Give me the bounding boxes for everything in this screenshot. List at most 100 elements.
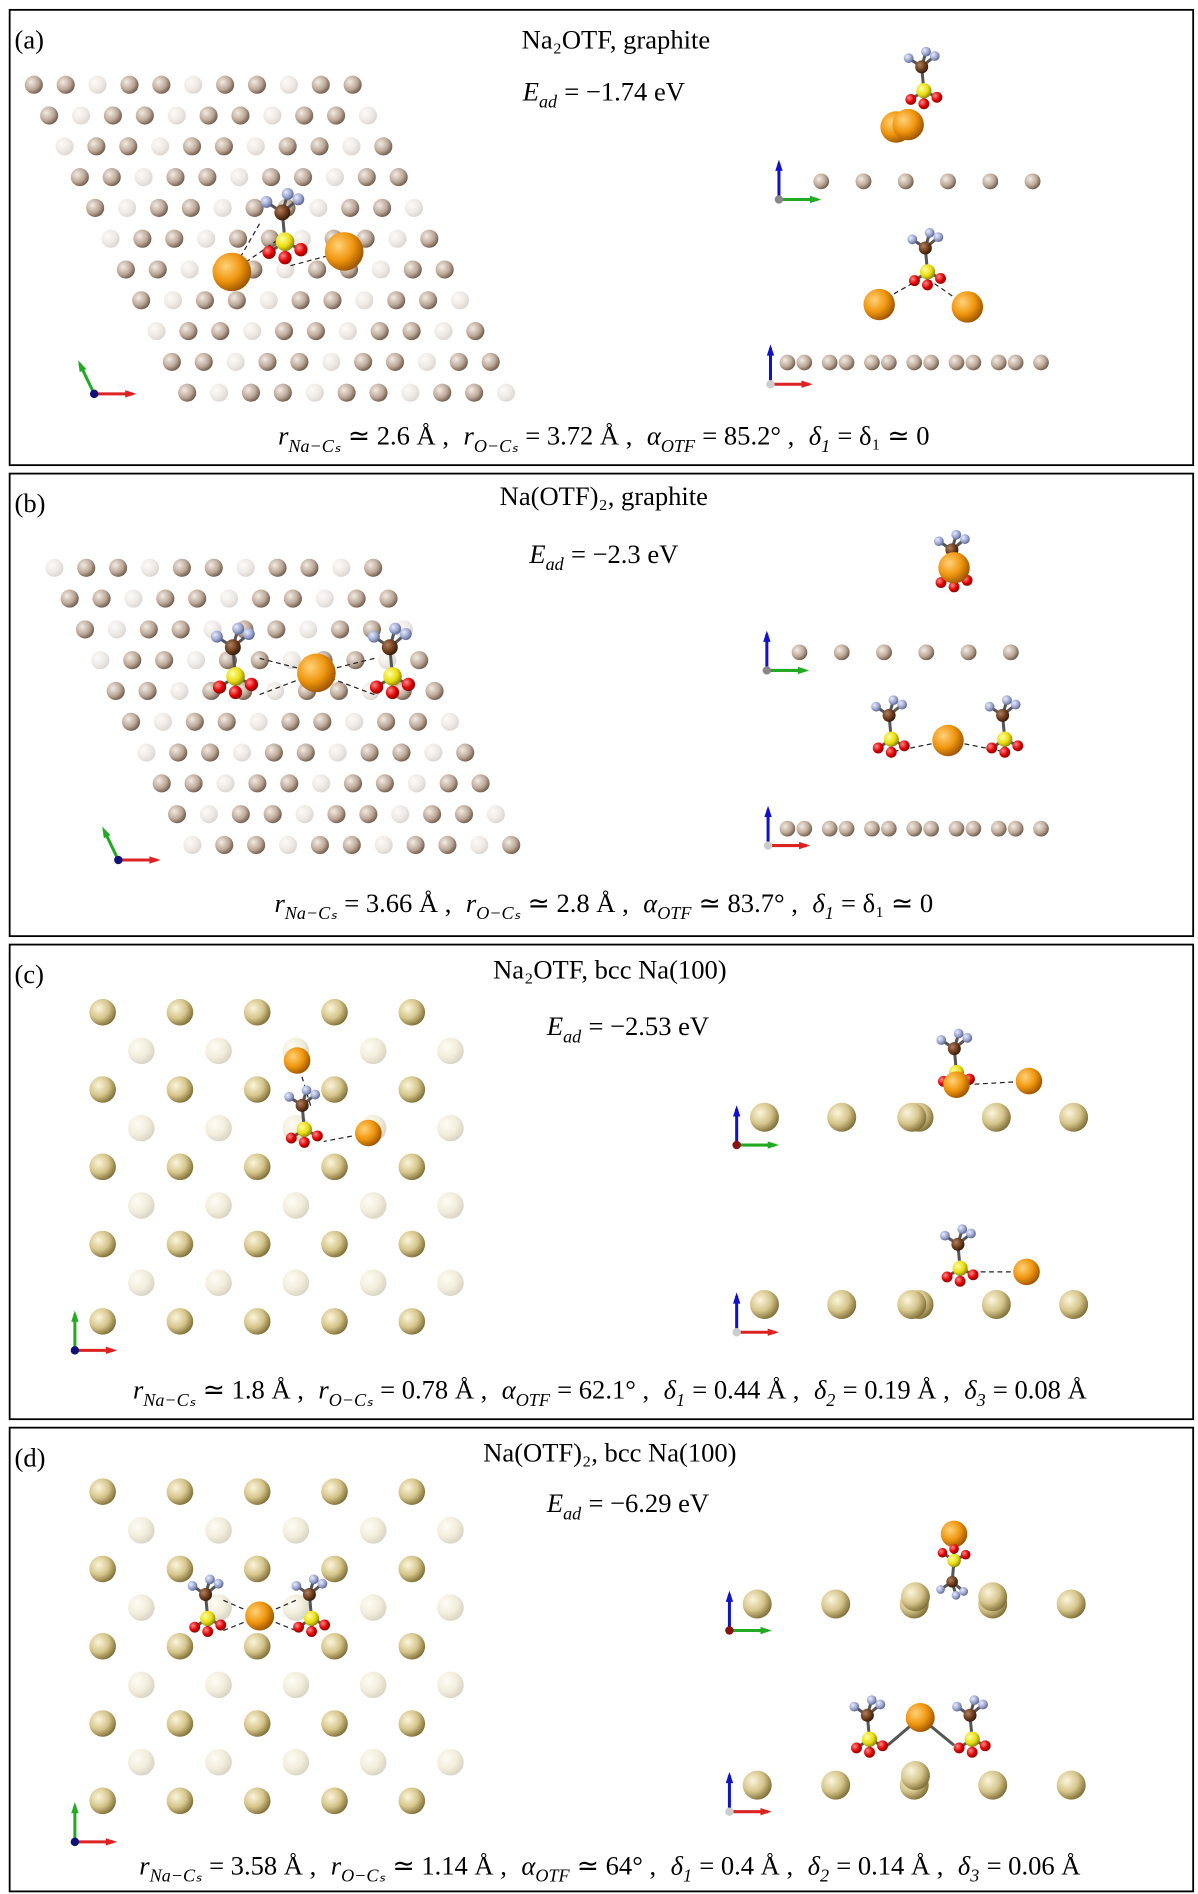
atom: [297, 654, 336, 693]
energy-value: = −2.3 eV: [571, 539, 678, 569]
atom: [244, 1556, 271, 1583]
atom: [383, 667, 402, 686]
atom: [260, 196, 272, 208]
atom: [399, 1633, 426, 1660]
atom: [409, 713, 427, 731]
atom: [214, 1579, 224, 1589]
atom: [205, 559, 223, 577]
atom: [399, 999, 426, 1026]
param-symbol: δ: [808, 1850, 821, 1880]
atom: [183, 836, 201, 854]
atom: [951, 530, 961, 540]
atom: [268, 559, 286, 577]
atom: [925, 228, 935, 238]
param-value: = 3.58 Å ,: [209, 1850, 316, 1880]
atom: [1003, 644, 1019, 660]
param-subscript: O−Cₛ: [474, 436, 518, 456]
atom: [197, 230, 215, 248]
atom: [77, 559, 95, 577]
atom: [437, 1269, 464, 1296]
atom: [382, 639, 398, 655]
atom: [309, 199, 327, 217]
atom: [243, 322, 261, 340]
atom: [949, 1544, 959, 1554]
atom: [921, 47, 931, 57]
atom: [283, 1517, 310, 1544]
atom: [918, 98, 929, 109]
atom: [109, 559, 127, 577]
atom: [309, 1574, 319, 1584]
atom: [72, 106, 90, 124]
param-subscript: Na−Cₛ: [142, 1390, 195, 1410]
atom: [316, 590, 334, 608]
atom: [955, 1276, 966, 1287]
atom: [128, 1672, 155, 1699]
atom: [167, 1788, 194, 1815]
param-value: = 0.19 Å ,: [843, 1375, 950, 1405]
param-symbol: r: [274, 888, 285, 918]
atom: [949, 821, 965, 837]
atom: [321, 1556, 348, 1583]
atom: [821, 1589, 850, 1618]
atom: [410, 651, 428, 669]
atom: [986, 743, 997, 754]
param-value: ≃ 1.8 Å ,: [203, 1375, 304, 1405]
atom: [389, 623, 401, 635]
atom: [45, 559, 63, 577]
atom: [440, 774, 458, 792]
atom: [392, 744, 410, 762]
arrow-head: [760, 1808, 771, 1815]
atom: [205, 1672, 232, 1699]
atom: [215, 836, 233, 854]
atom: [205, 1038, 232, 1065]
param-value: ≃ 64° ,: [577, 1850, 656, 1880]
atom: [327, 805, 345, 823]
atom: [321, 1710, 348, 1737]
atom: [86, 199, 104, 217]
atom: [300, 559, 318, 577]
energy-value: = −1.74 eV: [564, 76, 685, 106]
atom: [423, 805, 441, 823]
atom: [1059, 1103, 1088, 1132]
param-subscript: 1: [825, 903, 834, 923]
atom: [952, 1702, 962, 1712]
param-symbol: δ: [814, 1375, 827, 1405]
energy-symbol: E: [546, 1011, 563, 1041]
atom: [89, 76, 107, 94]
param-subscript: OTF: [516, 1390, 551, 1410]
panel-label: (c): [14, 959, 43, 989]
atom: [906, 355, 922, 371]
atom: [899, 740, 910, 751]
figure: (a)Na₂OTF, graphiteEad= −1.74 eVrNa−Cₛ≃ …: [0, 0, 1198, 1894]
atom: [230, 168, 248, 186]
atom: [1008, 355, 1024, 371]
atom: [399, 1154, 426, 1181]
atom: [388, 230, 406, 248]
atom: [292, 291, 310, 309]
param-value: = 0.78 Å ,: [380, 1375, 487, 1405]
atom: [863, 289, 894, 320]
atom: [89, 999, 116, 1026]
atom: [952, 1591, 961, 1600]
param-value: = 3.66 Å ,: [344, 888, 451, 918]
atom: [104, 106, 122, 124]
atom: [91, 651, 109, 669]
atom: [370, 680, 383, 693]
atom: [456, 744, 474, 762]
atom: [321, 1154, 348, 1181]
atom: [250, 713, 268, 731]
atom: [307, 322, 325, 340]
atom: [360, 1594, 387, 1621]
atom: [968, 1269, 979, 1280]
atom: [403, 322, 421, 340]
param-symbol: α: [643, 888, 658, 918]
atom: [216, 76, 234, 94]
atom: [263, 106, 281, 124]
atom: [279, 836, 297, 854]
atom: [991, 821, 1007, 837]
atom: [107, 682, 125, 700]
atom: [886, 747, 897, 758]
atom: [140, 620, 158, 638]
atom: [897, 1103, 926, 1132]
atom: [360, 744, 378, 762]
